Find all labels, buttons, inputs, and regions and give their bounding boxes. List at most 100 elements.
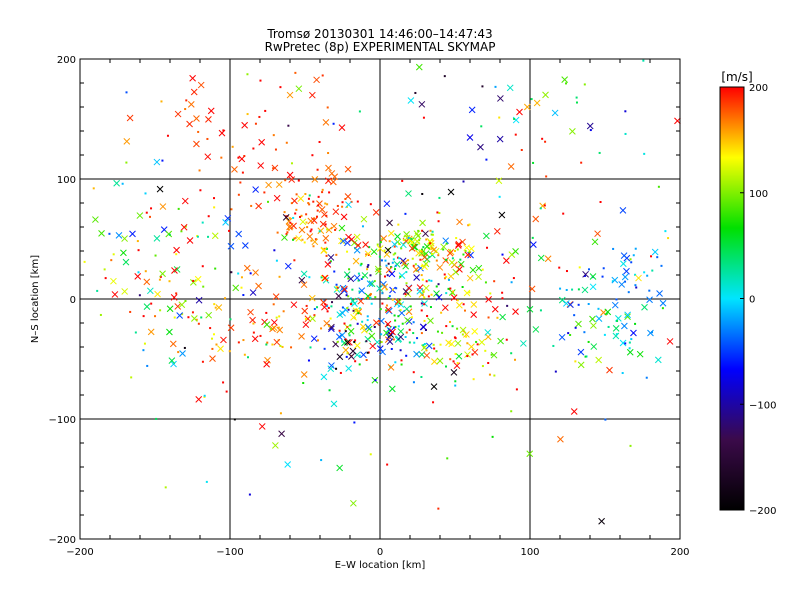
scatter-point-dot xyxy=(465,335,468,338)
scatter-point-dot xyxy=(353,421,356,424)
scatter-point-x xyxy=(590,322,597,329)
scatter-point-x xyxy=(345,201,352,209)
scatter-point-x xyxy=(264,356,271,364)
scatter-point-dot xyxy=(384,259,387,262)
scatter-point-x xyxy=(659,299,667,307)
scatter-point-x xyxy=(134,272,142,280)
scatter-point-x xyxy=(249,289,257,296)
scatter-point-x xyxy=(113,179,120,187)
scatter-point-x xyxy=(227,324,235,332)
scatter-point-dot xyxy=(425,238,428,241)
scatter-point-dot xyxy=(246,73,249,76)
scatter-point-dot xyxy=(574,326,577,329)
scatter-point-dot xyxy=(404,293,407,296)
scatter-point-dot xyxy=(197,130,200,133)
scatter-point-dot xyxy=(373,325,376,328)
scatter-point-dot xyxy=(510,281,513,284)
scatter-point-dot xyxy=(325,254,328,257)
scatter-point-x xyxy=(490,351,498,359)
scatter-point-dot xyxy=(335,367,338,370)
scatter-point-x xyxy=(567,301,574,309)
scatter-point-dot xyxy=(237,156,240,159)
scatter-point-x xyxy=(330,222,338,230)
scatter-point-x xyxy=(618,281,626,288)
scatter-point-x xyxy=(413,238,421,245)
scatter-point-dot xyxy=(584,355,587,358)
scatter-point-dot xyxy=(447,278,450,281)
scatter-point-dot xyxy=(306,226,309,229)
scatter-point-x xyxy=(387,230,395,237)
scatter-point-x xyxy=(448,340,456,348)
scatter-point-dot xyxy=(420,332,423,335)
scatter-point-x xyxy=(249,316,256,324)
scatter-point-dot xyxy=(365,340,368,343)
scatter-point-x xyxy=(394,233,401,240)
scatter-point-dot xyxy=(629,258,632,261)
scatter-point-dot xyxy=(481,365,484,368)
scatter-point-x xyxy=(193,115,200,122)
scatter-point-dot xyxy=(493,374,496,377)
scatter-point-dot xyxy=(445,275,448,278)
scatter-point-dot xyxy=(246,356,249,359)
scatter-point-x xyxy=(204,153,212,161)
scatter-point-dot xyxy=(252,331,255,334)
scatter-point-dot xyxy=(394,264,397,267)
scatter-point-dot xyxy=(430,279,433,282)
scatter-point-x xyxy=(621,322,628,330)
scatter-point-x xyxy=(324,261,332,268)
scatter-point-dot xyxy=(211,347,214,350)
scatter-point-dot xyxy=(324,223,327,226)
scatter-point-x xyxy=(369,342,377,350)
scatter-point-dot xyxy=(452,290,455,293)
scatter-point-x xyxy=(320,373,328,381)
scatter-point-x xyxy=(111,291,119,298)
scatter-point-x xyxy=(98,230,105,237)
scatter-point-dot xyxy=(121,182,124,185)
scatter-point-x xyxy=(275,181,283,188)
scatter-point-dot xyxy=(394,252,397,255)
scatter-point-dot xyxy=(374,379,377,382)
scatter-point-dot xyxy=(634,322,637,325)
scatter-point-x xyxy=(491,305,499,313)
scatter-point-x xyxy=(122,258,130,266)
scatter-point-x xyxy=(347,327,355,335)
scatter-point-dot xyxy=(634,273,637,276)
scatter-point-dot xyxy=(168,280,171,283)
scatter-point-x xyxy=(227,242,235,250)
scatter-point-x xyxy=(604,308,612,316)
scatter-point-dot xyxy=(143,342,146,345)
scatter-point-dot xyxy=(468,291,471,294)
scatter-point-dot xyxy=(187,316,190,319)
scatter-point-dot xyxy=(277,326,280,329)
scatter-point-dot xyxy=(429,242,432,245)
scatter-point-dot xyxy=(410,237,413,240)
scatter-point-x xyxy=(290,222,297,230)
scatter-point-x xyxy=(423,352,431,359)
x-tick-label: −200 xyxy=(66,547,93,558)
scatter-point-dot xyxy=(396,256,399,259)
scatter-point-dot xyxy=(252,322,255,325)
scatter-point-x xyxy=(630,329,637,337)
y-tick-label: −200 xyxy=(49,535,76,546)
scatter-point-dot xyxy=(409,305,412,308)
scatter-point-dot xyxy=(462,253,465,256)
scatter-point-dot xyxy=(361,320,364,323)
scatter-point-dot xyxy=(394,319,397,322)
scatter-point-x xyxy=(255,282,262,290)
scatter-point-x xyxy=(497,95,504,102)
scatter-point-x xyxy=(284,461,292,468)
scatter-point-dot xyxy=(290,162,293,165)
scatter-point-x xyxy=(154,290,161,298)
scatter-point-dot xyxy=(358,354,361,357)
scatter-point-x xyxy=(323,320,331,327)
scatter-point-dot xyxy=(462,180,465,183)
scatter-point-x xyxy=(187,101,195,108)
scatter-point-dot xyxy=(292,216,295,219)
scatter-point-dot xyxy=(281,345,284,348)
scatter-point-dot xyxy=(326,228,329,231)
scatter-point-dot xyxy=(392,253,395,256)
scatter-point-dot xyxy=(308,194,311,197)
scatter-point-x xyxy=(123,138,131,145)
scatter-point-dot xyxy=(628,341,631,344)
scatter-point-dot xyxy=(285,141,288,144)
